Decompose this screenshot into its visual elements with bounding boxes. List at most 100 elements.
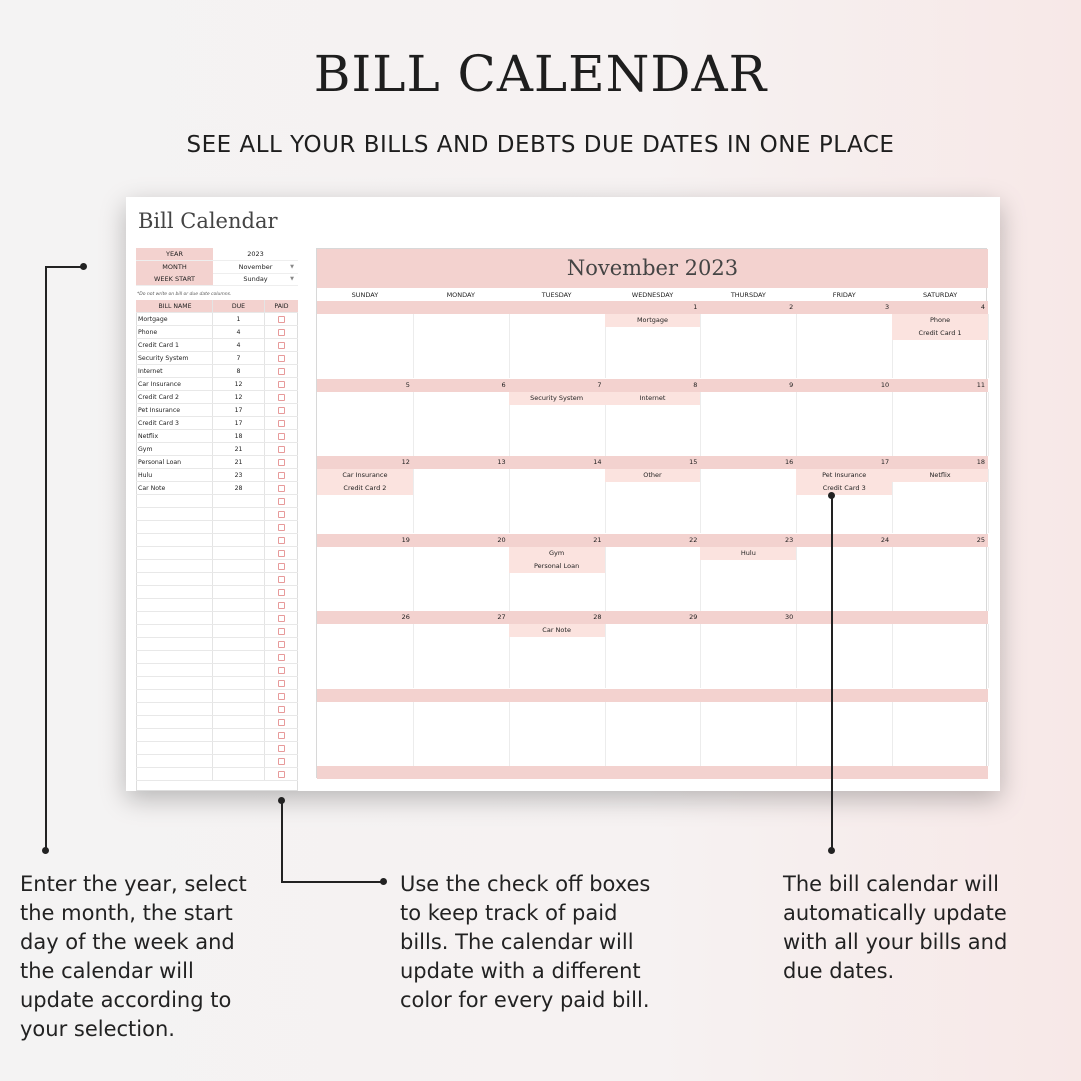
bill-event[interactable]: Mortgage xyxy=(604,314,701,327)
paid-checkbox[interactable] xyxy=(278,536,285,544)
paid-checkbox[interactable] xyxy=(278,705,285,713)
bill-name[interactable]: Gym xyxy=(136,443,213,455)
bill-event[interactable]: Gym xyxy=(508,546,605,560)
bill-name[interactable] xyxy=(136,612,213,624)
dropdown-arrow-icon[interactable]: ▼ xyxy=(290,276,294,283)
bill-name[interactable] xyxy=(136,573,213,585)
setting-value-field[interactable]: 2023 xyxy=(213,248,298,260)
bill-due[interactable] xyxy=(213,755,265,767)
paid-checkbox[interactable] xyxy=(278,770,285,778)
bill-due[interactable] xyxy=(213,729,265,741)
bill-name[interactable]: Netflix xyxy=(136,430,213,442)
paid-checkbox[interactable] xyxy=(278,523,285,531)
bill-due[interactable] xyxy=(213,612,265,624)
bill-name[interactable] xyxy=(136,508,213,520)
bill-due[interactable]: 17 xyxy=(213,417,265,429)
bill-event[interactable]: Hulu xyxy=(700,546,797,560)
bill-name[interactable]: Hulu xyxy=(136,469,213,481)
bill-due[interactable] xyxy=(213,677,265,689)
paid-checkbox[interactable] xyxy=(278,393,285,401)
paid-checkbox[interactable] xyxy=(278,640,285,648)
bill-due[interactable]: 12 xyxy=(213,391,265,403)
bill-due[interactable]: 1 xyxy=(213,313,265,325)
paid-checkbox[interactable] xyxy=(278,380,285,388)
paid-checkbox[interactable] xyxy=(278,744,285,752)
paid-checkbox[interactable] xyxy=(278,328,285,336)
bill-name[interactable] xyxy=(136,664,213,676)
setting-value-field[interactable]: November ▼ xyxy=(213,261,298,273)
bill-name[interactable] xyxy=(136,521,213,533)
paid-checkbox[interactable] xyxy=(278,588,285,596)
bill-name[interactable] xyxy=(136,625,213,637)
bill-due[interactable]: 21 xyxy=(213,443,265,455)
paid-checkbox[interactable] xyxy=(278,718,285,726)
bill-due[interactable] xyxy=(213,664,265,676)
paid-checkbox[interactable] xyxy=(278,497,285,505)
bill-event[interactable]: Internet xyxy=(604,391,701,405)
bill-due[interactable] xyxy=(213,742,265,754)
bill-due[interactable] xyxy=(213,599,265,611)
paid-checkbox[interactable] xyxy=(278,406,285,414)
bill-name[interactable] xyxy=(136,703,213,715)
bill-name[interactable] xyxy=(136,560,213,572)
bill-name[interactable] xyxy=(136,768,213,780)
bill-due[interactable]: 28 xyxy=(213,482,265,494)
paid-checkbox[interactable] xyxy=(278,445,285,453)
bill-due[interactable] xyxy=(213,534,265,546)
bill-due[interactable] xyxy=(213,521,265,533)
bill-event[interactable]: Pet Insurance xyxy=(796,469,893,482)
bill-name[interactable] xyxy=(136,755,213,767)
bill-due[interactable] xyxy=(213,703,265,715)
bill-due[interactable] xyxy=(213,508,265,520)
paid-checkbox[interactable] xyxy=(278,510,285,518)
bill-name[interactable]: Internet xyxy=(136,365,213,377)
bill-due[interactable] xyxy=(213,716,265,728)
bill-due[interactable] xyxy=(213,547,265,559)
bill-due[interactable]: 21 xyxy=(213,456,265,468)
paid-checkbox[interactable] xyxy=(278,419,285,427)
paid-checkbox[interactable] xyxy=(278,679,285,687)
paid-checkbox[interactable] xyxy=(278,484,285,492)
bill-event[interactable]: Netflix xyxy=(892,469,988,482)
bill-name[interactable] xyxy=(136,547,213,559)
paid-checkbox[interactable] xyxy=(278,562,285,570)
paid-checkbox[interactable] xyxy=(278,627,285,635)
bill-due[interactable] xyxy=(213,560,265,572)
bill-name[interactable] xyxy=(136,534,213,546)
bill-due[interactable] xyxy=(213,768,265,780)
bill-due[interactable] xyxy=(213,638,265,650)
bill-event[interactable]: Personal Loan xyxy=(508,559,605,573)
bill-name[interactable]: Car Note xyxy=(136,482,213,494)
paid-checkbox[interactable] xyxy=(278,315,285,323)
paid-checkbox[interactable] xyxy=(278,614,285,622)
bill-name[interactable]: Phone xyxy=(136,326,213,338)
bill-name[interactable] xyxy=(136,638,213,650)
bill-event[interactable]: Security System xyxy=(508,391,605,405)
bill-event[interactable]: Credit Card 1 xyxy=(892,327,988,340)
paid-checkbox[interactable] xyxy=(278,731,285,739)
paid-checkbox[interactable] xyxy=(278,601,285,609)
paid-checkbox[interactable] xyxy=(278,757,285,765)
paid-checkbox[interactable] xyxy=(278,692,285,700)
paid-checkbox[interactable] xyxy=(278,471,285,479)
bill-event[interactable]: Phone xyxy=(892,314,988,327)
bill-name[interactable] xyxy=(136,495,213,507)
bill-event[interactable]: Credit Card 3 xyxy=(796,482,893,495)
bill-name[interactable]: Credit Card 2 xyxy=(136,391,213,403)
bill-name[interactable] xyxy=(136,729,213,741)
bill-name[interactable] xyxy=(136,716,213,728)
bill-event[interactable]: Car Note xyxy=(508,624,605,637)
paid-checkbox[interactable] xyxy=(278,432,285,440)
bill-name[interactable] xyxy=(136,599,213,611)
bill-event[interactable]: Credit Card 2 xyxy=(317,482,413,495)
bill-due[interactable]: 4 xyxy=(213,339,265,351)
bill-due[interactable] xyxy=(213,690,265,702)
bill-due[interactable]: 8 xyxy=(213,365,265,377)
bill-due[interactable] xyxy=(213,625,265,637)
bill-name[interactable]: Mortgage xyxy=(136,313,213,325)
setting-value-field[interactable]: Sunday ▼ xyxy=(213,273,298,285)
bill-due[interactable] xyxy=(213,651,265,663)
bill-event[interactable]: Car Insurance xyxy=(317,469,413,482)
bill-due[interactable]: 17 xyxy=(213,404,265,416)
bill-due[interactable]: 23 xyxy=(213,469,265,481)
